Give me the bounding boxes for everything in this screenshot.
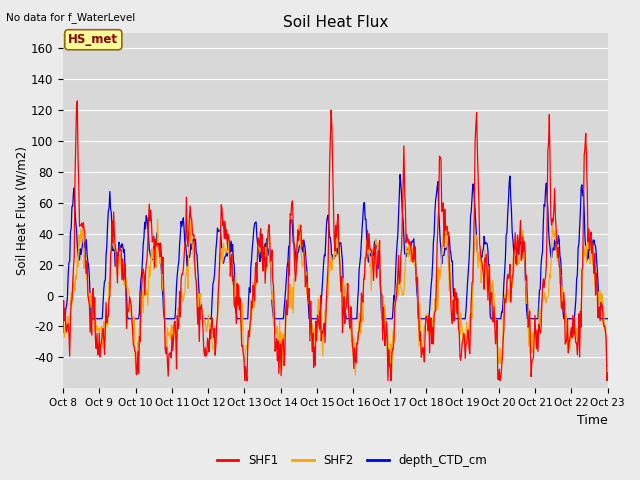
depth_CTD_cm (209, 281, 217, 287)
depth_CTD_cm (180, 227, 188, 232)
SHF2 (125, 288, 132, 294)
Legend: SHF1, SHF2, depth_CTD_cm: SHF1, SHF2, depth_CTD_cm (212, 449, 492, 472)
SHF2 (403, 250, 411, 255)
SHF1 (181, 241, 189, 247)
depth_CTD_cm (418, 316, 426, 322)
X-axis label: Time: Time (577, 414, 608, 427)
SHF1 (125, 294, 133, 300)
SHF1 (69, 280, 77, 286)
Text: HS_met: HS_met (68, 33, 118, 46)
Line: SHF2: SHF2 (63, 217, 608, 375)
SHF2 (69, 293, 77, 299)
SHF2 (210, 344, 218, 350)
SHF1 (59, 330, 67, 336)
SHF1 (419, 345, 427, 350)
SHF1 (604, 370, 612, 376)
depth_CTD_cm (396, 172, 404, 178)
SHF2 (180, 292, 188, 298)
SHF2 (604, 363, 612, 369)
SHF1 (74, 98, 81, 104)
depth_CTD_cm (604, 316, 612, 322)
Line: depth_CTD_cm: depth_CTD_cm (63, 175, 608, 319)
depth_CTD_cm (69, 204, 77, 209)
depth_CTD_cm (59, 316, 67, 322)
Text: No data for f_WaterLevel: No data for f_WaterLevel (6, 12, 136, 23)
SHF1 (210, 335, 218, 341)
Line: SHF1: SHF1 (63, 101, 608, 381)
SHF2 (59, 302, 67, 308)
SHF2 (351, 372, 359, 378)
Y-axis label: Soil Heat Flux (W/m2): Soil Heat Flux (W/m2) (15, 146, 28, 275)
SHF2 (419, 347, 427, 352)
depth_CTD_cm (125, 316, 132, 322)
Title: Soil Heat Flux: Soil Heat Flux (283, 15, 388, 30)
SHF1 (403, 232, 411, 238)
SHF1 (243, 378, 251, 384)
SHF2 (187, 214, 195, 220)
depth_CTD_cm (403, 254, 410, 260)
